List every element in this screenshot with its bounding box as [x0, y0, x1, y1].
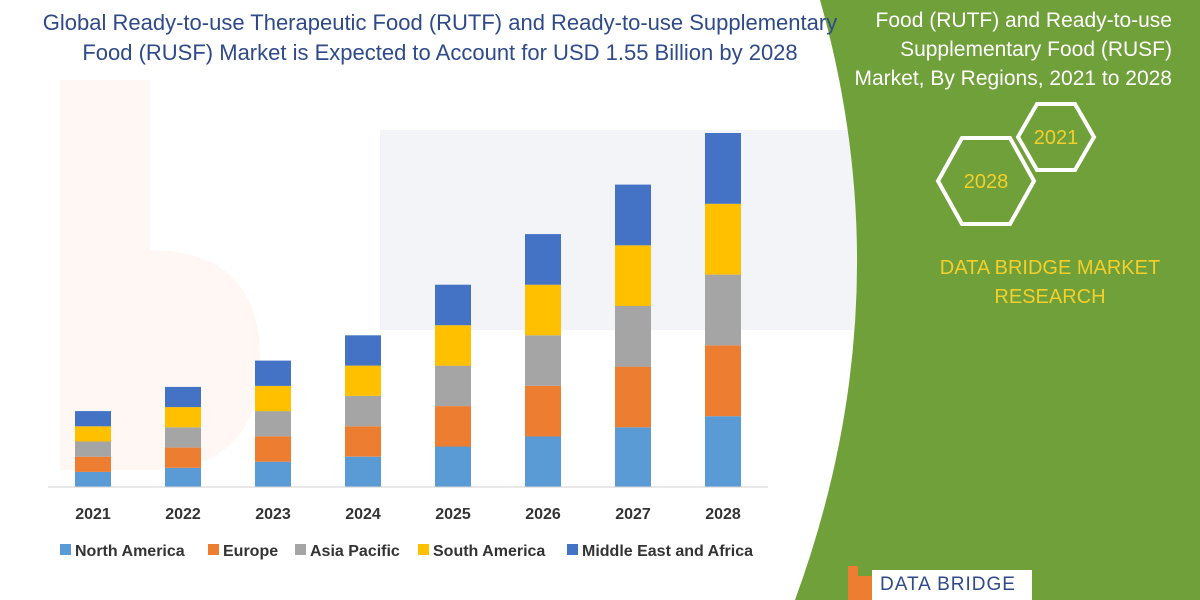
bar-2025-asia-pacific — [435, 365, 471, 407]
bar-2028-europe — [705, 345, 741, 417]
bar-2023-south-america — [255, 385, 291, 412]
legend-swatch — [295, 544, 306, 555]
side-panel-title: Food (RUTF) and Ready-to-use Supplementa… — [854, 9, 1172, 90]
legend-swatch — [208, 544, 219, 555]
bar-2021-asia-pacific — [75, 441, 111, 457]
bar-2022-north-america — [165, 467, 201, 487]
bar-2027-south-america — [615, 245, 651, 306]
x-axis-ticks: 2021 2022 2023 2024 2025 2026 2027 2028 — [75, 506, 741, 523]
bar-2023-north-america — [255, 461, 291, 487]
legend: North America Europe Asia Pacific South Ame… — [60, 543, 753, 560]
x-tick-label: 2023 — [255, 506, 291, 523]
bar-2022-asia-pacific — [165, 427, 201, 448]
bar-2028-asia-pacific — [705, 274, 741, 346]
logo-text: DATA BRIDGE — [880, 574, 1016, 595]
bar-2026-asia-pacific — [525, 335, 561, 386]
bar-2027-europe — [615, 366, 651, 428]
plot-area — [75, 133, 741, 487]
bar-2023-asia-pacific — [255, 411, 291, 437]
legend-swatch — [567, 544, 578, 555]
bar-2024-europe — [345, 426, 381, 457]
x-tick-label: 2022 — [165, 506, 201, 523]
bar-2022-middle-east-and-africa — [165, 386, 201, 408]
x-tick-label: 2024 — [345, 506, 381, 523]
bar-2026-north-america — [525, 436, 561, 487]
bar-2021-middle-east-and-africa — [75, 411, 111, 427]
bar-2021-north-america — [75, 471, 111, 487]
bar-2028-middle-east-and-africa — [705, 133, 741, 204]
hexagon-2021-icon: 2021 — [1015, 102, 1097, 172]
logo-plate — [872, 570, 1032, 600]
bar-2028-north-america — [705, 416, 741, 487]
x-tick-label: 2025 — [435, 506, 471, 523]
bar-2021-europe — [75, 456, 111, 472]
legend-swatch — [418, 544, 429, 555]
x-tick-label: 2026 — [525, 506, 561, 523]
bar-2027-north-america — [615, 427, 651, 487]
bar-2023-europe — [255, 436, 291, 462]
bar-2024-south-america — [345, 365, 381, 396]
x-tick-label: 2021 — [75, 506, 111, 523]
data-bridge-logo: DATA BRIDGE — [848, 566, 1032, 600]
bar-2024-asia-pacific — [345, 396, 381, 427]
bar-2027-asia-pacific — [615, 306, 651, 367]
bar-2025-europe — [435, 406, 471, 447]
bar-2026-south-america — [525, 284, 561, 336]
bar-2024-middle-east-and-africa — [345, 335, 381, 366]
bar-2027-middle-east-and-africa — [615, 184, 651, 246]
brand-name: DATA BRIDGE MARKET RESEARCH — [939, 257, 1161, 308]
legend-label: North America — [75, 543, 185, 560]
bar-2025-north-america — [435, 446, 471, 487]
legend-label: South America — [433, 543, 545, 560]
svg-text:2021: 2021 — [1034, 127, 1079, 149]
side-panel — [795, 0, 1200, 600]
bar-2026-middle-east-and-africa — [525, 234, 561, 285]
bar-2025-middle-east-and-africa — [435, 284, 471, 326]
bar-2026-europe — [525, 385, 561, 437]
bar-2024-north-america — [345, 456, 381, 487]
bar-2022-south-america — [165, 407, 201, 428]
svg-text:2028: 2028 — [964, 171, 1009, 193]
watermark-logo-shape — [60, 80, 260, 470]
bar-2025-south-america — [435, 325, 471, 366]
chart-title: Global Ready-to-use Therapeutic Food (RU… — [42, 10, 838, 65]
x-tick-label: 2028 — [705, 506, 741, 523]
bar-2028-south-america — [705, 203, 741, 275]
legend-swatch — [60, 544, 71, 555]
x-tick-label: 2027 — [615, 506, 651, 523]
legend-label: Europe — [223, 543, 278, 560]
hexagon-2028-icon: 2028 — [935, 136, 1037, 226]
bar-2022-europe — [165, 447, 201, 468]
bar-2021-south-america — [75, 426, 111, 442]
bar-2023-middle-east-and-africa — [255, 360, 291, 386]
legend-label: Middle East and Africa — [582, 543, 753, 560]
legend-label: Asia Pacific — [310, 543, 400, 560]
